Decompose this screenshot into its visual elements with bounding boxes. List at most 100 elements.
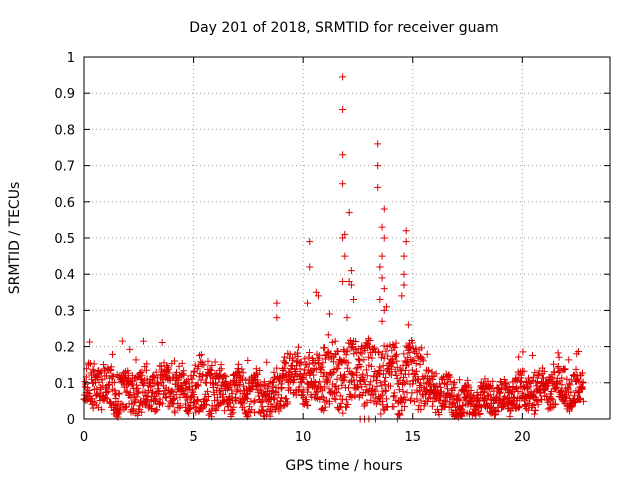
data-point <box>576 394 584 402</box>
data-point <box>487 404 495 412</box>
data-point <box>390 403 398 411</box>
data-point <box>219 398 227 406</box>
data-point <box>318 363 326 371</box>
data-point <box>555 353 563 361</box>
y-tick-label: 0 <box>67 413 75 428</box>
data-point <box>281 353 289 361</box>
data-point <box>398 406 406 414</box>
data-point <box>481 396 489 404</box>
data-point <box>321 344 329 352</box>
data-point <box>322 355 330 363</box>
data-point <box>104 387 112 395</box>
data-point <box>356 357 364 365</box>
data-point <box>210 391 218 399</box>
data-point <box>579 385 587 393</box>
data-point <box>142 366 150 374</box>
data-point <box>313 384 321 392</box>
data-point <box>315 352 323 360</box>
data-point <box>472 412 480 420</box>
data-point <box>139 337 147 345</box>
data-point <box>86 338 94 346</box>
data-point <box>400 281 408 289</box>
data-point <box>476 410 484 418</box>
data-point <box>360 376 368 384</box>
data-point <box>306 263 314 271</box>
data-point <box>266 406 274 414</box>
data-point <box>147 404 155 412</box>
data-point <box>376 379 384 387</box>
data-point <box>207 410 215 418</box>
data-point <box>507 389 515 397</box>
data-point <box>253 370 261 378</box>
data-point <box>292 367 300 375</box>
data-point <box>517 371 525 379</box>
data-point <box>235 360 243 368</box>
data-point <box>529 373 537 381</box>
data-point <box>354 364 362 372</box>
data-point <box>374 183 382 191</box>
data-point <box>188 375 196 383</box>
data-point <box>423 350 431 358</box>
data-point <box>323 349 331 357</box>
data-point <box>557 387 565 395</box>
data-point <box>381 387 389 395</box>
data-point <box>361 380 369 388</box>
data-point <box>98 376 106 384</box>
data-point <box>118 337 126 345</box>
data-point <box>229 409 237 417</box>
data-point <box>570 399 578 407</box>
data-point <box>417 405 425 413</box>
data-point <box>347 267 355 275</box>
data-point <box>337 399 345 407</box>
data-point <box>420 383 428 391</box>
data-point <box>111 391 119 399</box>
data-point <box>527 380 535 388</box>
data-point <box>389 359 397 367</box>
data-point <box>378 391 386 399</box>
data-point <box>537 389 545 397</box>
data-point <box>186 405 194 413</box>
data-point <box>394 380 402 388</box>
data-point <box>539 364 547 372</box>
data-point <box>148 389 156 397</box>
y-axis-ticks: 0 0.1 0.2 0.3 0.4 0.5 0.6 0.7 0.8 0.9 1 <box>54 51 610 428</box>
data-point <box>378 274 386 282</box>
data-point <box>197 351 205 359</box>
data-point <box>560 365 568 373</box>
data-point <box>552 383 560 391</box>
data-point <box>295 383 303 391</box>
data-point <box>422 390 430 398</box>
data-point <box>563 375 571 383</box>
data-point <box>412 344 420 352</box>
data-point <box>189 371 197 379</box>
data-point <box>416 361 424 369</box>
data-point <box>171 357 179 365</box>
data-point <box>554 362 562 370</box>
data-point <box>158 400 166 408</box>
data-point <box>402 396 410 404</box>
data-point <box>225 395 233 403</box>
data-point <box>393 363 401 371</box>
data-point <box>273 314 281 322</box>
data-point <box>191 361 199 369</box>
data-point <box>558 381 566 389</box>
data-point <box>250 398 258 406</box>
data-point <box>348 370 356 378</box>
data-point <box>479 388 487 396</box>
data-point <box>389 393 397 401</box>
data-point <box>316 364 324 372</box>
data-point <box>178 359 186 367</box>
data-point <box>514 387 522 395</box>
data-point <box>296 358 304 366</box>
data-point <box>115 390 123 398</box>
data-point <box>412 359 420 367</box>
data-point <box>360 377 368 385</box>
data-point <box>139 381 147 389</box>
data-point <box>149 388 157 396</box>
data-point <box>318 393 326 401</box>
data-point <box>374 140 382 148</box>
data-point <box>130 399 138 407</box>
data-point <box>85 390 93 398</box>
data-point <box>286 350 294 358</box>
data-point <box>345 277 353 285</box>
